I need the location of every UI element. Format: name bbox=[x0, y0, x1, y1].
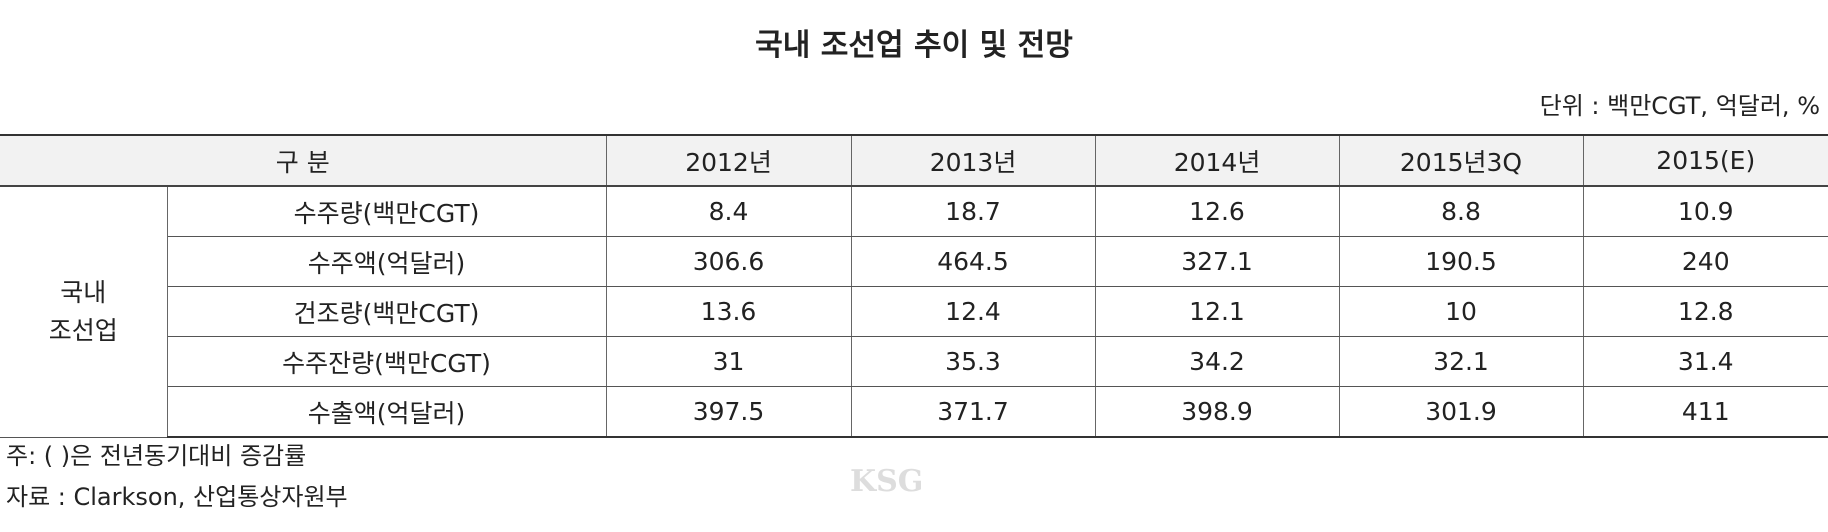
value-cell: 12.8 bbox=[1582, 286, 1828, 337]
value-cell: 10 bbox=[1338, 286, 1584, 337]
group-label: 조선업 bbox=[48, 315, 118, 345]
header-cell: 2015년3Q bbox=[1338, 134, 1584, 187]
table-row: 수주액(억달러) 306.6 464.5 327.1 190.5 240 bbox=[0, 236, 1828, 287]
value-cell: 32.1 bbox=[1338, 336, 1584, 387]
row-label: 수출액(억달러) bbox=[167, 386, 607, 438]
value-cell: 12.4 bbox=[850, 286, 1096, 337]
value-cell: 301.9 bbox=[1338, 386, 1584, 438]
data-table: 구 분 2012년 2013년 2014년 2015년3Q 2015(E) 국내 조선업 수주… bbox=[0, 134, 1828, 438]
table-row: 수출액(억달러) 397.5 371.7 398.9 301.9 411 bbox=[0, 386, 1828, 438]
value-cell: 397.5 bbox=[605, 386, 852, 438]
row-label: 수주잔량(백만CGT) bbox=[167, 336, 607, 387]
value-cell: 240 bbox=[1582, 236, 1828, 287]
row-label: 수주량(백만CGT) bbox=[166, 186, 607, 237]
value-cell: 464.5 bbox=[850, 236, 1096, 287]
watermark: KSG bbox=[850, 464, 924, 499]
value-cell: 31 bbox=[605, 336, 852, 387]
source: 자료 : Clarkson, 산업통상자원부 bbox=[6, 483, 348, 511]
table-row: 수주잔량(백만CGT) 31 35.3 34.2 32.1 31.4 bbox=[0, 336, 1828, 387]
value-cell: 190.5 bbox=[1338, 236, 1584, 287]
table-row: 건조량(백만CGT) 13.6 12.4 12.1 10 12.8 bbox=[0, 286, 1828, 337]
table-row: 국내 조선업 수주량(백만CGT) 8.4 18.7 12.6 8.8 10.9 bbox=[0, 186, 1828, 438]
group-label: 국내 bbox=[60, 277, 107, 307]
value-cell: 327.1 bbox=[1094, 236, 1340, 287]
value-cell: 10.9 bbox=[1582, 186, 1828, 237]
header-cell: 2014년 bbox=[1094, 134, 1340, 187]
header-cell: 2015(E) bbox=[1582, 134, 1828, 187]
value-cell: 34.2 bbox=[1094, 336, 1340, 387]
table-body: 국내 조선업 수주량(백만CGT) 8.4 18.7 12.6 8.8 10.9 수주액(억달러… bbox=[0, 186, 1828, 438]
header-cell: 2013년 bbox=[850, 134, 1096, 187]
value-cell: 35.3 bbox=[850, 336, 1096, 387]
value-cell: 371.7 bbox=[850, 386, 1096, 438]
unit-note: 단위 : 백만CGT, 억달러, % bbox=[1539, 92, 1820, 120]
row-label: 수주액(억달러) bbox=[167, 236, 607, 287]
value-cell: 8.8 bbox=[1338, 186, 1584, 237]
value-cell: 8.4 bbox=[605, 186, 852, 237]
row-label: 건조량(백만CGT) bbox=[167, 286, 607, 337]
value-cell: 12.1 bbox=[1094, 286, 1340, 337]
header-cell: 2012년 bbox=[605, 134, 852, 187]
header-cell: 구 분 bbox=[0, 134, 607, 187]
value-cell: 12.6 bbox=[1094, 186, 1340, 237]
value-cell: 18.7 bbox=[850, 186, 1096, 237]
value-cell: 31.4 bbox=[1582, 336, 1828, 387]
title: 국내 조선업 추이 및 전망 bbox=[755, 28, 1073, 63]
value-cell: 411 bbox=[1582, 386, 1828, 438]
value-cell: 398.9 bbox=[1094, 386, 1340, 438]
value-cell: 306.6 bbox=[605, 236, 852, 287]
value-cell: 13.6 bbox=[605, 286, 852, 337]
header-row: 구 분 2012년 2013년 2014년 2015년3Q 2015(E) bbox=[0, 134, 1828, 187]
note: 주: ( )은 전년동기대비 증감률 bbox=[6, 442, 307, 470]
